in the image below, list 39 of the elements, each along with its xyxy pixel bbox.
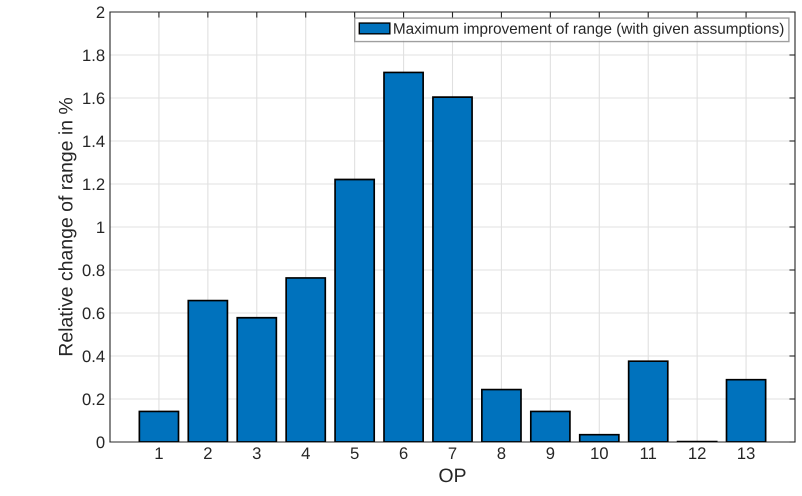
y-tick-label: 0.6 xyxy=(82,307,104,320)
y-tick-label: 2 xyxy=(96,6,104,18)
bar xyxy=(432,96,473,442)
x-tick-label: 3 xyxy=(252,447,261,460)
legend-label: Maximum improvement of range (with given assumptions) xyxy=(394,22,784,37)
x-tick-label: 9 xyxy=(546,447,554,460)
x-tick-label: 8 xyxy=(498,447,506,460)
bar xyxy=(334,178,376,442)
bar xyxy=(285,277,326,442)
bar xyxy=(138,410,180,442)
bar xyxy=(530,410,571,442)
y-tick-label: 1.4 xyxy=(83,136,105,148)
x-tick-label: 10 xyxy=(591,447,608,460)
bar xyxy=(383,72,424,442)
bar xyxy=(578,434,620,442)
x-tick-label: 12 xyxy=(689,447,706,459)
x-tick-label: 4 xyxy=(301,447,310,459)
y-tick-label: 0.2 xyxy=(82,393,104,406)
y-axis-title: Relative change of range in % xyxy=(58,98,76,356)
x-axis-title: OP xyxy=(439,468,466,482)
bar xyxy=(236,316,278,442)
x-tick-label: 7 xyxy=(448,447,456,459)
y-tick-label: 1.6 xyxy=(83,92,104,104)
y-tick-label: 1.8 xyxy=(83,49,104,62)
bar xyxy=(726,378,766,442)
y-tick-label: 0.4 xyxy=(82,350,105,362)
y-tick-label: 1 xyxy=(97,222,104,234)
x-tick-label: 1 xyxy=(156,447,163,459)
bar xyxy=(187,300,228,442)
y-tick-label: 0 xyxy=(96,436,104,448)
x-tick-label: 5 xyxy=(350,447,359,460)
x-tick-label: 13 xyxy=(738,447,755,460)
bar xyxy=(628,360,669,442)
y-tick-label: 0.8 xyxy=(82,264,104,276)
x-tick-label: 2 xyxy=(204,447,212,459)
bar xyxy=(481,388,522,442)
x-tick-label: 6 xyxy=(400,447,408,460)
x-tick-label: 11 xyxy=(640,447,656,459)
y-tick-label: 1.2 xyxy=(83,178,104,190)
